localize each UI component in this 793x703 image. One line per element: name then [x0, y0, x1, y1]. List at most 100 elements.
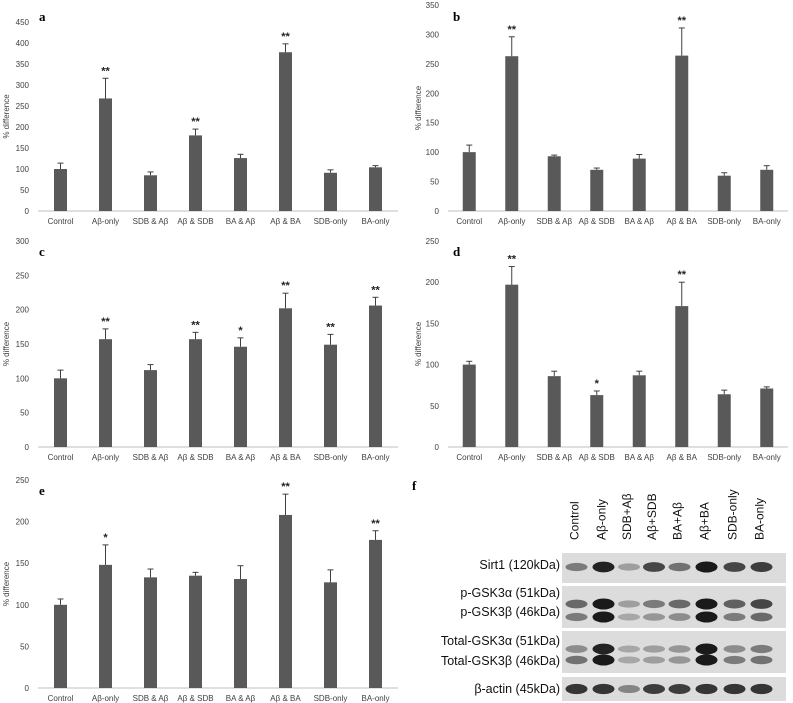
blot-band: [723, 612, 746, 622]
x-tick-label: Aβ-only: [498, 453, 525, 462]
bar: [144, 577, 157, 688]
significance-marker: **: [281, 280, 290, 292]
y-axis-label: % difference: [2, 561, 11, 606]
x-tick-label: Aβ & BA: [270, 217, 301, 226]
y-tick-label: 0: [435, 443, 440, 452]
significance-marker: *: [103, 532, 108, 544]
lane-label: SDB-only: [726, 489, 740, 540]
lane-label: BA-only: [753, 498, 767, 540]
significance-marker: **: [281, 31, 290, 43]
western-blot-panel-f: f Control Aβ-only SDB+Aβ Aβ+SDB BA+Aβ Aβ+BA SD…: [412, 478, 786, 701]
significance-marker: **: [677, 15, 686, 27]
y-tick-label: 50: [20, 642, 29, 651]
blot-band: [668, 562, 691, 572]
protein-label: p-GSK3β (46kDa): [460, 605, 560, 619]
y-tick-label: 0: [25, 443, 30, 452]
bar: [99, 98, 112, 211]
x-tick-label: SDB & Aβ: [536, 453, 572, 462]
blot-band: [723, 599, 746, 609]
protein-label: Total-GSK3β (46kDa): [441, 654, 560, 668]
panel-letter: c: [39, 244, 45, 259]
x-tick-label: BA & Aβ: [226, 453, 256, 462]
bar: [324, 172, 337, 211]
blot-band: [750, 644, 773, 654]
x-tick-label: BA & Aβ: [624, 453, 654, 462]
y-tick-label: 200: [16, 123, 30, 132]
blot-band: [750, 683, 773, 695]
blot-band: [668, 613, 691, 621]
x-tick-label: SDB-only: [314, 694, 348, 703]
blot-band: [750, 655, 773, 665]
significance-marker: **: [326, 321, 335, 333]
panel-letter: b: [453, 9, 460, 24]
protein-label: β-actin (45kDa): [474, 682, 560, 696]
blot-band: [592, 683, 615, 695]
blot-band: [723, 562, 746, 572]
panel-letter: e: [39, 483, 45, 498]
bar: [717, 394, 731, 447]
bar: [590, 395, 604, 447]
blot-band: [565, 645, 588, 653]
x-tick-label: SDB-only: [707, 217, 741, 226]
x-tick-label: Aβ-only: [92, 694, 119, 703]
y-tick-label: 50: [430, 178, 439, 187]
bar: [505, 284, 519, 447]
bar: [505, 56, 519, 211]
blot-band: [643, 599, 665, 609]
bar: [54, 378, 67, 447]
y-tick-label: 150: [426, 119, 440, 128]
x-tick-label: SDB & Aβ: [133, 217, 169, 226]
significance-marker: **: [371, 284, 380, 296]
significance-marker: **: [371, 518, 380, 530]
blot-band: [592, 561, 615, 573]
x-tick-label: Aβ & SDB: [177, 453, 213, 462]
y-tick-label: 150: [16, 559, 30, 568]
bar: [234, 158, 247, 211]
x-tick-label: Aβ-only: [92, 453, 119, 462]
bar: [99, 339, 112, 447]
x-tick-label: SDB & Aβ: [133, 694, 169, 703]
blot-band: [643, 613, 665, 621]
y-tick-label: 200: [16, 518, 30, 527]
beta-actin-strip: [562, 677, 786, 701]
blot-band: [668, 684, 691, 694]
x-tick-label: Control: [48, 453, 74, 462]
blot-band: [565, 562, 588, 572]
x-tick-label: Aβ & SDB: [177, 694, 213, 703]
blot-band: [695, 611, 718, 623]
blot-band: [643, 684, 665, 694]
x-tick-label: SDB & Aβ: [133, 453, 169, 462]
bar: [189, 575, 202, 688]
blot-strips: [562, 553, 786, 701]
y-tick-label: 250: [426, 60, 440, 69]
blot-band: [565, 599, 588, 609]
x-tick-label: BA-only: [361, 453, 389, 462]
x-tick-label: Aβ & BA: [667, 217, 698, 226]
blot-band: [643, 645, 665, 653]
chart-panel-d: d 0 50 100 150 200 250 % difference Control ** Aβ-…: [414, 237, 788, 462]
x-tick-label: Control: [456, 453, 482, 462]
bar: [54, 169, 67, 211]
y-tick-label: 100: [426, 361, 440, 370]
y-tick-label: 350: [16, 60, 30, 69]
blot-band: [723, 645, 746, 653]
bar: [324, 582, 337, 688]
blot-band: [592, 611, 615, 623]
blot-band: [592, 598, 615, 610]
bar: [99, 564, 112, 688]
y-tick-label: 300: [426, 30, 440, 39]
protein-label: Sirt1 (120kDa): [479, 558, 560, 572]
blot-band: [643, 562, 665, 572]
x-tick-label: Aβ & BA: [270, 453, 301, 462]
blot-band: [695, 598, 718, 610]
panel-letter: f: [412, 478, 417, 493]
y-axis-label: % difference: [414, 85, 423, 130]
blot-band: [723, 683, 746, 695]
total-gsk3-strip: [562, 631, 786, 673]
y-tick-label: 250: [16, 102, 30, 111]
y-tick-label: 250: [16, 271, 30, 280]
blot-band: [565, 612, 588, 622]
blot-band: [750, 599, 773, 609]
y-tick-label: 300: [16, 81, 30, 90]
x-tick-label: Control: [48, 217, 74, 226]
